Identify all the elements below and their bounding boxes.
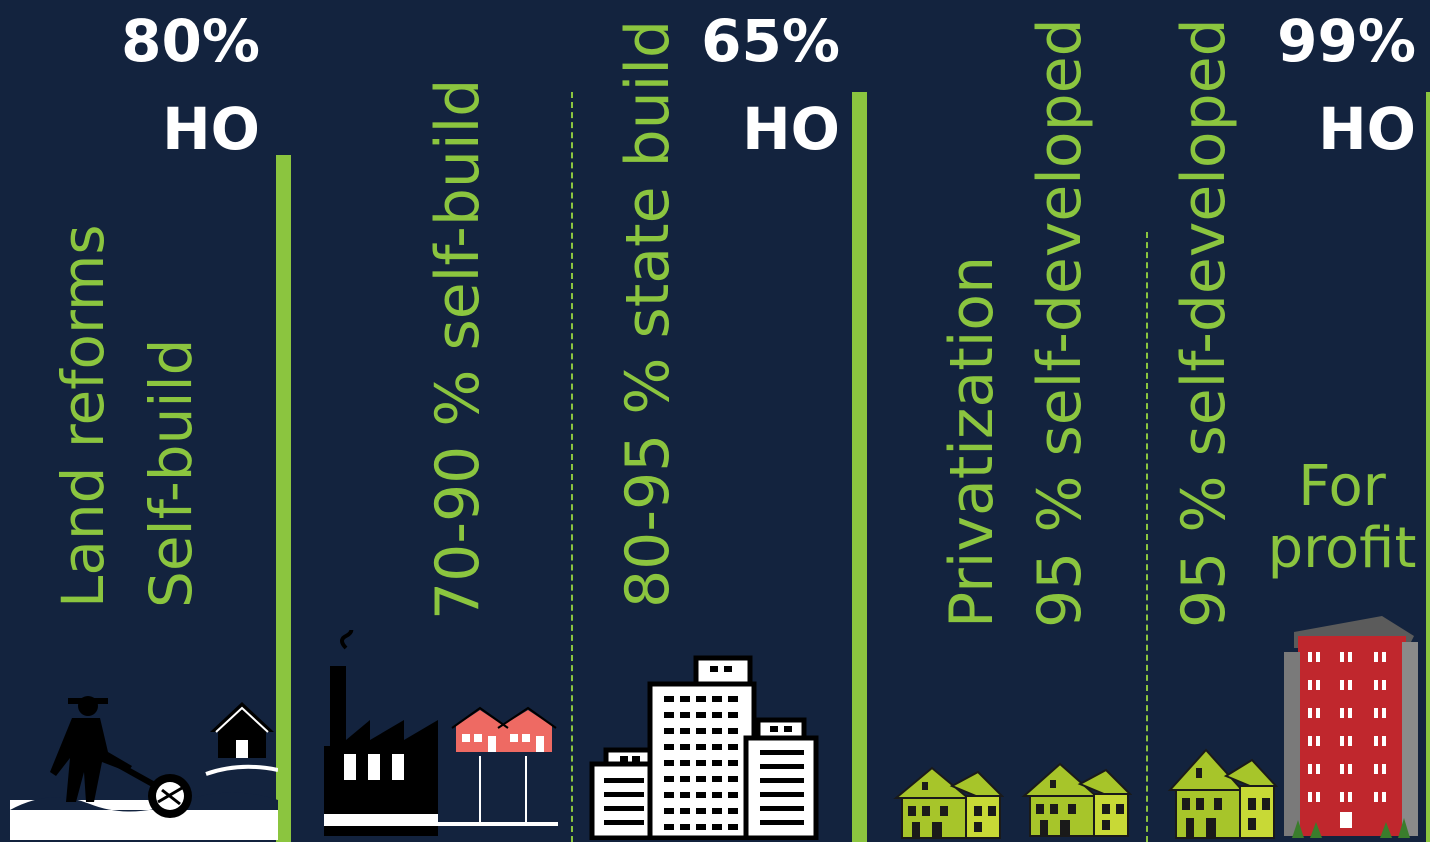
divider-1 bbox=[276, 155, 291, 842]
divider-3 bbox=[852, 92, 867, 842]
self-build-70-90-label: 70-90 % self-build bbox=[423, 78, 493, 620]
detached-house-icon bbox=[893, 766, 1004, 839]
highrise-icon bbox=[1284, 616, 1418, 838]
detached-house-icon bbox=[1167, 748, 1278, 839]
homeownership-pct: 99% bbox=[1277, 7, 1416, 75]
land-reforms-label: Land reforms bbox=[49, 224, 117, 608]
row-houses-icon bbox=[436, 706, 558, 826]
for-profit-text: For profit bbox=[1267, 454, 1417, 581]
state-build-label: 80-95 % state build bbox=[613, 19, 683, 608]
homeownership-65: 65% HO bbox=[690, 12, 840, 158]
farmer-plowing-icon bbox=[10, 696, 278, 840]
homeownership-80: 80% HO bbox=[110, 12, 260, 158]
divider-5 bbox=[1426, 92, 1430, 842]
divider-4-dashed bbox=[1146, 232, 1148, 842]
homeownership-label: HO bbox=[1318, 95, 1416, 163]
detached-house-icon bbox=[1021, 762, 1132, 837]
homeownership-99: 99% HO bbox=[1266, 12, 1416, 158]
privatization-label: Privatization bbox=[937, 255, 1007, 628]
self-developed-label-1: 95 % self-developed bbox=[1025, 18, 1095, 628]
for-profit-label: For profit bbox=[1254, 456, 1430, 580]
homeownership-pct: 80% bbox=[121, 7, 260, 75]
homeownership-pct: 65% bbox=[701, 7, 840, 75]
homeownership-label: HO bbox=[742, 95, 840, 163]
divider-2-dashed bbox=[571, 92, 573, 842]
factory-icon bbox=[324, 630, 438, 836]
self-build-label: Self-build bbox=[137, 338, 205, 608]
homeownership-label: HO bbox=[162, 95, 260, 163]
self-developed-label-2: 95 % self-developed bbox=[1169, 18, 1239, 628]
apartment-blocks-icon bbox=[589, 655, 819, 840]
